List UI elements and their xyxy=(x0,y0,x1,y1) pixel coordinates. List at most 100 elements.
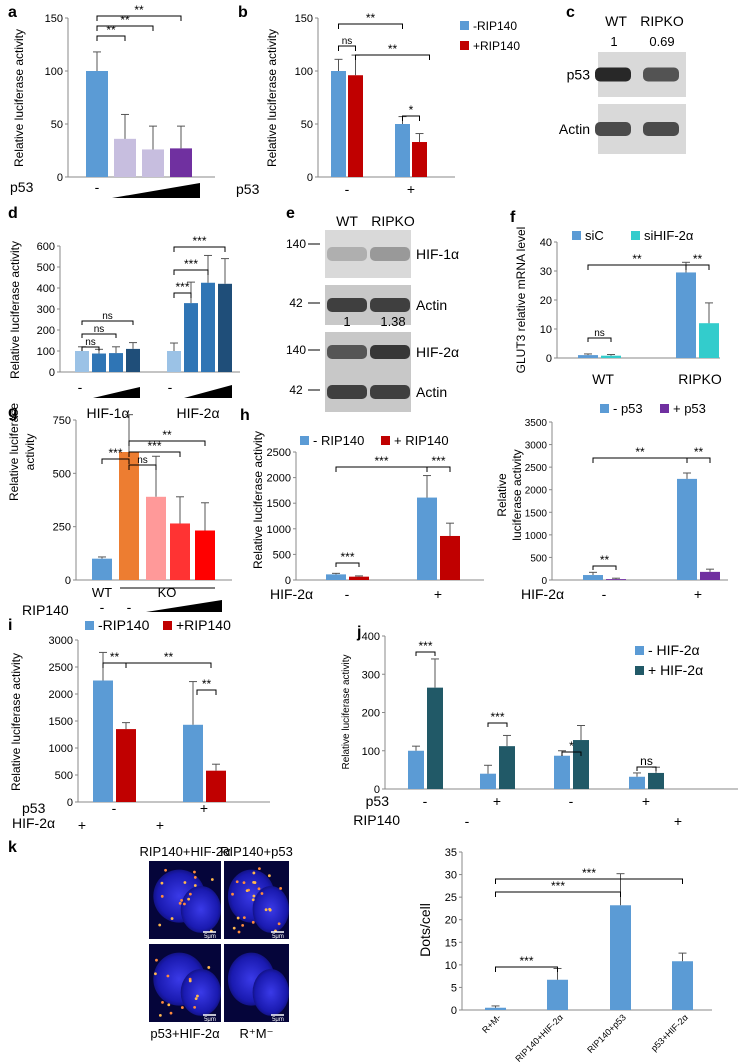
y-tick-label: 400 xyxy=(362,631,380,643)
y-axis-label: Relative luciferase xyxy=(7,403,21,501)
bar-3 xyxy=(170,148,192,177)
y-axis-label: activity xyxy=(23,434,37,471)
blot-label: Actin xyxy=(416,384,447,400)
pla-dot xyxy=(193,1005,197,1009)
legend-swatch xyxy=(300,436,309,445)
y-tick-label: 2000 xyxy=(525,486,548,497)
panel-k-chart: Dots/cell 0 5 10 15 20 25 30 35 *** *** *** R+M- RIP1… xyxy=(417,847,712,1062)
x-row-value: + xyxy=(642,793,650,809)
y-tick-label: 1000 xyxy=(267,524,291,536)
pla-dot xyxy=(193,870,196,874)
legend-swatch xyxy=(635,666,644,675)
microscopy-image: 5μm RIP140+HIF-2α xyxy=(140,844,231,940)
x-tick-label: R+M- xyxy=(480,1012,503,1035)
y-tick-label: 500 xyxy=(53,468,71,480)
y-tick-label: 10 xyxy=(445,960,457,972)
y-tick-label: 0 xyxy=(546,353,552,365)
x-row-value: - xyxy=(112,800,117,816)
significance-label: ns xyxy=(594,328,605,339)
significance-label: ** xyxy=(106,23,116,37)
legend-label: siC xyxy=(585,228,604,243)
sig-bracket xyxy=(686,457,711,463)
bar-- RIP140 xyxy=(326,574,346,580)
pla-dot xyxy=(180,899,183,902)
y-tick-label: 15 xyxy=(445,937,457,949)
sig-bracket xyxy=(101,458,130,464)
sig-bracket xyxy=(81,320,134,325)
y-axis-label: Dots/cell xyxy=(417,903,433,957)
y-tick-label: 500 xyxy=(273,549,291,561)
microscopy-image: 5μm p53+HIF-2α xyxy=(149,944,221,1041)
y-tick-label: 50 xyxy=(51,119,63,131)
y-tick-label: 35 xyxy=(445,847,457,859)
bar-- HIF-2α xyxy=(629,776,645,789)
legend-swatch xyxy=(660,404,669,413)
legend-label: +RIP140 xyxy=(176,617,231,633)
lane-label: WT xyxy=(336,213,358,229)
pla-dot xyxy=(178,901,182,905)
significance-label: ** xyxy=(694,445,704,459)
significance-label: *** xyxy=(108,446,122,460)
pla-dot xyxy=(252,894,256,898)
significance-label: *** xyxy=(374,454,388,468)
legend-swatch xyxy=(631,231,640,240)
y-tick-label: 0 xyxy=(67,797,73,809)
bar--RIP140 xyxy=(93,680,113,802)
pla-dot xyxy=(277,922,281,926)
y-tick-label: 50 xyxy=(301,119,313,131)
sig-bracket xyxy=(81,333,117,338)
y-tick-label: 600 xyxy=(37,241,55,253)
panel-letter: j xyxy=(356,624,361,641)
sig-bracket xyxy=(128,451,181,457)
sig-bracket xyxy=(402,115,420,121)
x-row-value: + xyxy=(674,813,682,829)
pla-dot xyxy=(187,897,191,901)
pla-dot xyxy=(193,876,197,879)
blot-band xyxy=(595,67,631,82)
panel-i: i Relative luciferase activity 0 500 1000 150… xyxy=(8,617,270,833)
y-tick-label: 500 xyxy=(37,262,55,274)
blot-band xyxy=(643,67,679,82)
panel-k-images: k 5μm RIP140+HIF-2α 5μm RIP140+p53 5μm p53+HIF… xyxy=(8,839,293,1041)
significance-label: *** xyxy=(175,280,189,294)
legend-label: + p53 xyxy=(673,401,706,416)
pla-dot xyxy=(170,917,174,920)
y-axis-label: GLUT3 relative mRNA level xyxy=(514,227,528,374)
bar-- p53 xyxy=(677,478,697,580)
pla-dot xyxy=(193,884,197,887)
nucleus xyxy=(180,968,221,1016)
bar--RIP140 xyxy=(331,71,346,177)
blot-band xyxy=(327,345,367,359)
legend-label: - p53 xyxy=(613,401,643,416)
pla-dot xyxy=(158,1013,162,1017)
blot-band xyxy=(370,247,410,261)
y-tick-label: 3000 xyxy=(525,441,548,452)
significance-label: ** xyxy=(632,252,642,266)
nucleus xyxy=(180,885,221,933)
bar-+ p53 xyxy=(606,579,626,580)
pla-dot xyxy=(188,892,192,896)
legend-label: - RIP140 xyxy=(313,433,364,448)
y-tick-label: 0 xyxy=(451,1005,457,1017)
sig-bracket xyxy=(487,722,508,727)
bar-- HIF-2α xyxy=(408,750,424,789)
significance-label: *** xyxy=(184,257,198,271)
pla-dot xyxy=(253,881,257,884)
sig-bracket xyxy=(128,440,206,446)
x-row-value: - xyxy=(569,793,574,809)
pla-dot xyxy=(252,871,256,875)
sig-bracket xyxy=(355,54,430,60)
panel-c: c WT RIPKO 1 0.69 p53 Actin xyxy=(559,4,686,154)
sig-bracket xyxy=(125,662,212,668)
gradient-wedge xyxy=(146,600,222,612)
x-row-minus: - xyxy=(95,179,100,195)
x-row-value: + xyxy=(156,817,164,833)
y-tick-label: 0 xyxy=(541,576,547,587)
x-row-label: p53 xyxy=(22,800,46,816)
y-tick-label: 300 xyxy=(362,669,380,681)
legend-swatch xyxy=(460,41,469,50)
legend-swatch xyxy=(572,231,581,240)
legend-label: - HIF-2α xyxy=(648,642,700,658)
y-tick-label: 500 xyxy=(55,770,73,782)
